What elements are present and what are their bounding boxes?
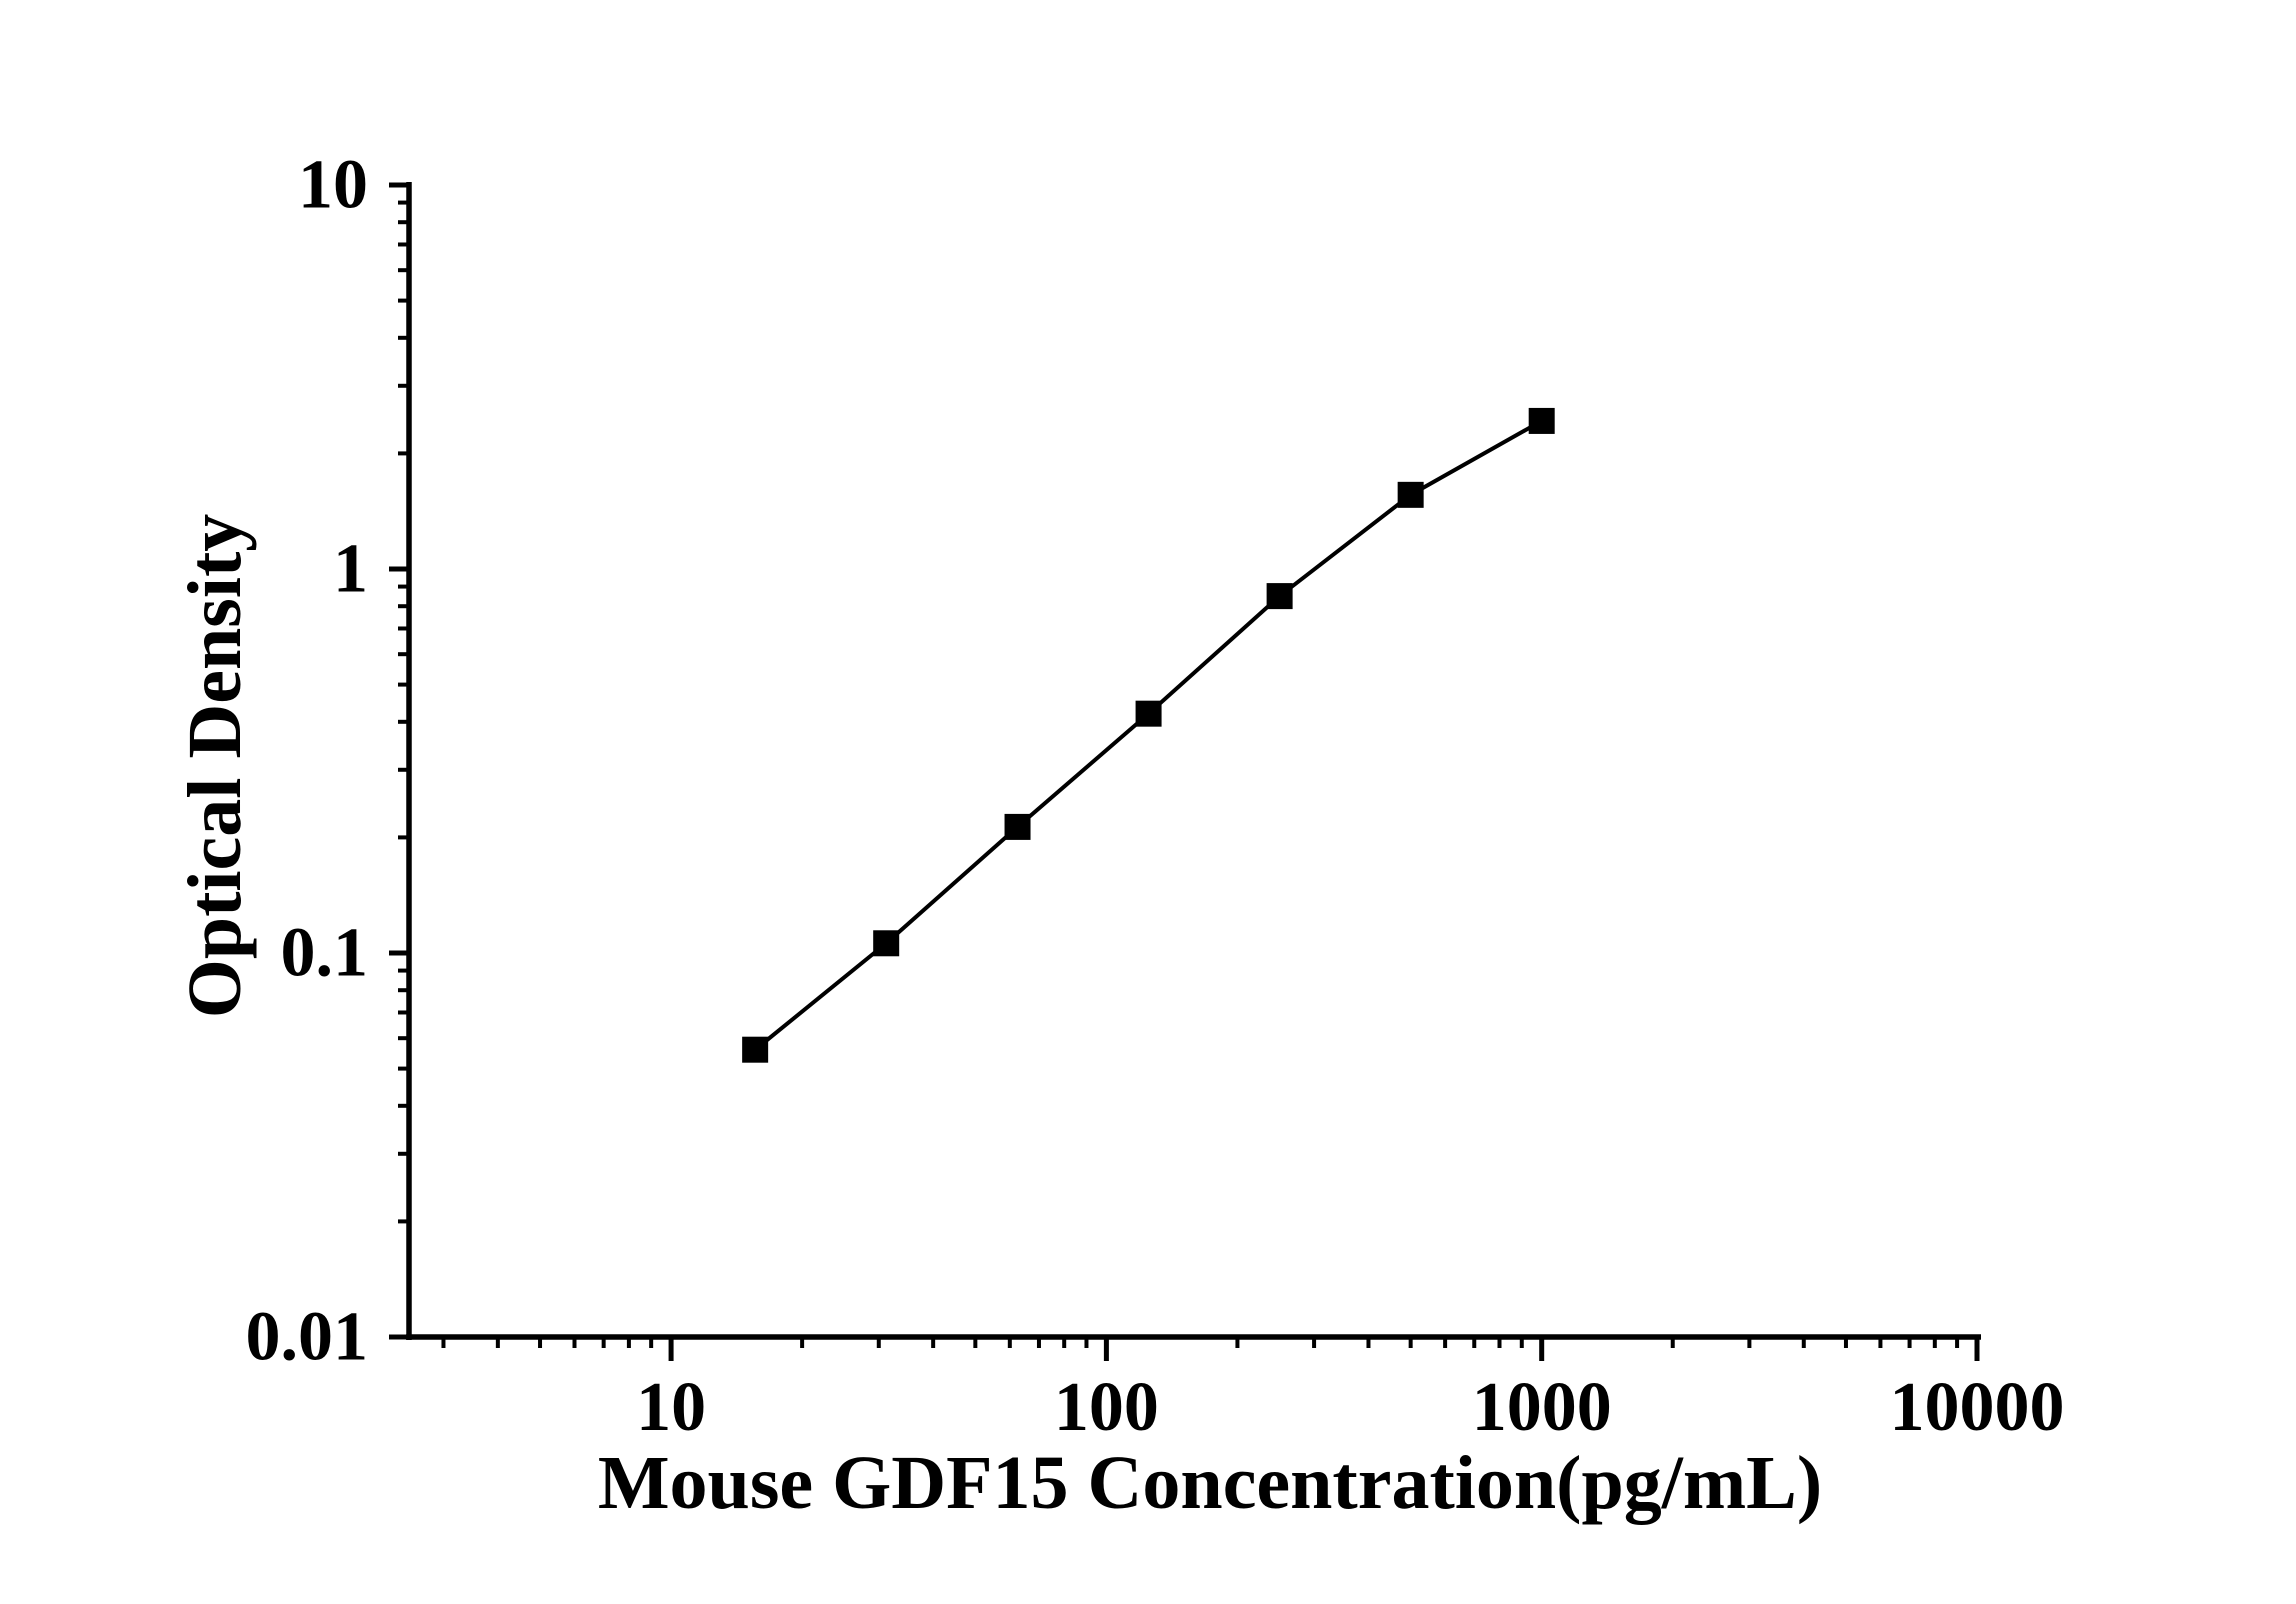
data-point-marker bbox=[1004, 813, 1031, 840]
data-point-marker bbox=[1135, 700, 1162, 727]
x-tick-label: 1000 bbox=[1472, 1369, 1612, 1446]
data-point-marker bbox=[873, 930, 900, 957]
y-tick-label: 10 bbox=[298, 147, 368, 224]
standard-curve-line bbox=[753, 419, 1543, 1052]
x-axis-title: Mouse GDF15 Concentration(pg/mL) bbox=[598, 1441, 1822, 1525]
x-tick-label: 10 bbox=[636, 1369, 706, 1446]
data-point-marker bbox=[1528, 407, 1555, 434]
y-tick-label: 1 bbox=[333, 531, 368, 608]
y-tick-label: 0.01 bbox=[246, 1299, 369, 1376]
y-tick-label: 0.1 bbox=[281, 915, 369, 992]
x-tick-label: 100 bbox=[1054, 1369, 1159, 1446]
x-tick-label: 10000 bbox=[1890, 1369, 2065, 1446]
data-point-marker bbox=[1397, 481, 1424, 508]
y-axis-title: Optical Density bbox=[173, 514, 257, 1019]
data-point-marker bbox=[1266, 583, 1293, 610]
data-point-marker bbox=[742, 1036, 769, 1063]
